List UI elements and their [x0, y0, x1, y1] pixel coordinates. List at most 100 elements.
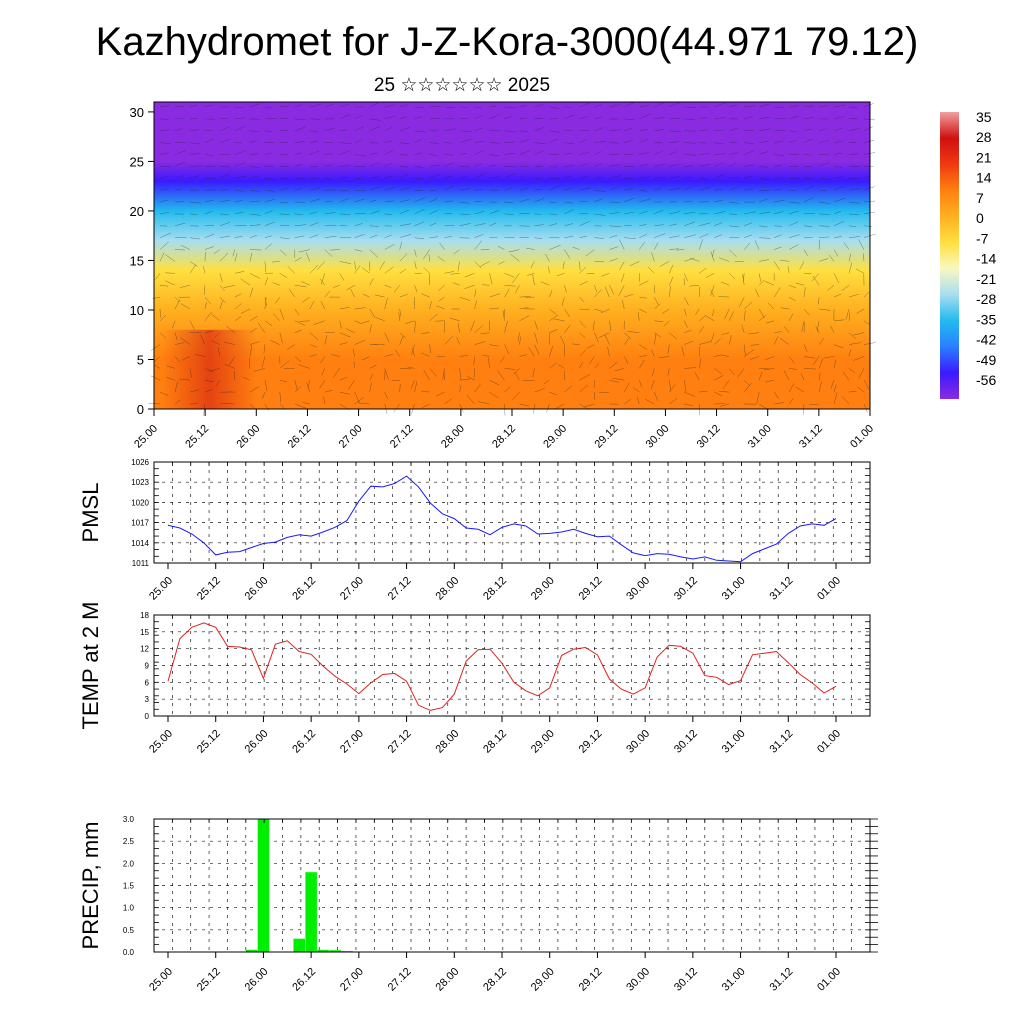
heatmap-warm-region: [162, 329, 257, 409]
x-tick-label: 31.00: [720, 728, 748, 756]
x-tick-label: 31.12: [767, 728, 795, 756]
x-tick-label: 26.12: [290, 966, 318, 994]
x-tick-label: 27.12: [386, 575, 414, 603]
x-tick-label: 30.12: [672, 966, 700, 994]
colorbar-label: 21: [976, 149, 992, 165]
x-tick-label: 31.00: [746, 423, 774, 451]
x-tick-label: 01.00: [815, 966, 843, 994]
y-tick-label: 1011: [132, 559, 150, 568]
x-tick-label: 27.12: [386, 966, 414, 994]
x-tick-label: 28.12: [490, 423, 518, 451]
y-tick-label: 30: [130, 105, 144, 120]
x-tick-label: 27.00: [338, 966, 366, 994]
colorbar-label: 7: [976, 190, 984, 206]
x-tick-label: 29.00: [541, 423, 569, 451]
x-tick-label: 31.12: [797, 423, 825, 451]
x-tick-label: 31.00: [720, 966, 748, 994]
x-tick-label: 26.12: [286, 423, 314, 451]
vertical-section-heatmap: 0 5 10 15 20 25 30 25.00 25.12 26.00 26.12 27.00 27.…: [130, 101, 876, 451]
x-tick-label: 26.00: [243, 728, 271, 756]
y-tick-label: 1023: [131, 478, 149, 487]
x-tick-label: 31.00: [720, 575, 748, 603]
x-tick-label: 01.00: [815, 575, 843, 603]
pmsl-chart: 1011 1014 1017 1020 1023 1026 PMSL 25.00 25.12 26…: [78, 458, 871, 603]
x-tick-label: 25.00: [132, 423, 160, 451]
y-tick-label: 2.0: [123, 859, 135, 868]
y-tick-label: 15: [140, 628, 149, 637]
colorbar-label: 28: [976, 129, 992, 145]
y-tick-label: 25: [130, 154, 144, 169]
grid-lines: [154, 461, 870, 564]
grid-lines: [154, 614, 870, 717]
y-tick-label: 18: [140, 611, 149, 620]
x-tick-label: 25.12: [183, 423, 211, 451]
colorbar-label: 0: [976, 210, 984, 226]
x-tick-label: 30.12: [672, 575, 700, 603]
x-tick-label: 30.00: [624, 728, 652, 756]
x-tick-label: 29.12: [592, 423, 620, 451]
y-tick-label: 3: [145, 695, 150, 704]
y-tick-label: 1.5: [123, 882, 135, 891]
x-tick-label: 25.12: [195, 966, 223, 994]
precip-bar: [257, 819, 270, 952]
x-tick-label: 30.12: [672, 728, 700, 756]
x-tick-label: 26.00: [243, 966, 271, 994]
x-tick-label: 28.00: [439, 423, 467, 451]
precip-bar: [293, 938, 305, 952]
y-tick-label: 9: [145, 662, 150, 671]
x-tick-label: 28.12: [481, 575, 509, 603]
x-tick-label: 28.12: [481, 728, 509, 756]
pmsl-series-line: [167, 475, 837, 563]
y-tick-label: 0: [145, 712, 150, 721]
colorbar-label: -7: [976, 230, 989, 246]
y-tick-label: 1020: [131, 498, 149, 507]
wind-vectors: [148, 102, 876, 416]
x-tick-label: 27.00: [337, 423, 365, 451]
plot-frame: [153, 461, 871, 564]
x-tick-label: 28.00: [433, 728, 461, 756]
x-tick-label: 26.12: [290, 728, 318, 756]
x-tick-label: 25.00: [147, 575, 175, 603]
x-tick-label: 30.00: [644, 423, 672, 451]
colorbar-label: -49: [976, 352, 996, 368]
precip-bar: [329, 950, 341, 952]
x-tick-label: 25.12: [195, 575, 223, 603]
x-tick-label: 26.00: [243, 575, 271, 603]
x-tick-label: 29.12: [577, 966, 605, 994]
colorbar-label: -35: [976, 311, 996, 327]
precip-bar: [317, 949, 329, 952]
x-tick-label: 29.12: [577, 575, 605, 603]
x-tick-label: 01.00: [848, 423, 876, 451]
x-tick-label: 29.00: [529, 575, 557, 603]
x-tick-label: 26.00: [234, 423, 262, 451]
y-tick-label: 1014: [131, 539, 149, 548]
temp-2m-chart: 0 3 6 9 12 15 18 TEMP at 2 M 25.00 25.12 26.00 26.1…: [78, 602, 871, 756]
x-tick-label: 29.00: [529, 728, 557, 756]
y-tick-label: 3.0: [123, 815, 135, 824]
x-tick-label: 27.00: [338, 575, 366, 603]
colorbar-label: -56: [976, 372, 996, 388]
x-tick-label: 25.00: [147, 966, 175, 994]
y-tick-label: 1.0: [123, 904, 135, 913]
x-tick-label: 29.12: [577, 728, 605, 756]
precip-bar: [245, 949, 258, 952]
colorbar-label: 14: [976, 170, 992, 186]
colorbar: 35 28 21 14 7 0 -7 -14 -21 -28 -35 -42 -49 -56: [940, 109, 996, 399]
x-tick-label: 28.00: [433, 966, 461, 994]
y-tick-label: 12: [140, 645, 149, 654]
x-tick-label: 27.12: [386, 728, 414, 756]
y-tick-label: 1017: [131, 519, 149, 528]
x-tick-label: 31.12: [767, 575, 795, 603]
y-tick-label: 0.5: [123, 926, 135, 935]
y-axis-label: TEMP at 2 M: [78, 602, 103, 730]
y-tick-label: 2.5: [123, 837, 135, 846]
x-tick-label: 01.00: [815, 728, 843, 756]
y-tick-label: 0: [137, 402, 144, 417]
figure-title: Kazhydromet for J-Z-Kora-3000(44.971 79.…: [96, 20, 919, 64]
x-tick-label: 26.12: [290, 575, 318, 603]
precip-chart: 0.0 0.5 1.0 1.5 2.0 2.5 3.0 PRECIP, mm 25.00 25.1…: [78, 815, 878, 994]
x-tick-label: 25.00: [147, 728, 175, 756]
y-tick-label: 15: [130, 253, 144, 268]
y-axis-label: PMSL: [78, 483, 103, 543]
